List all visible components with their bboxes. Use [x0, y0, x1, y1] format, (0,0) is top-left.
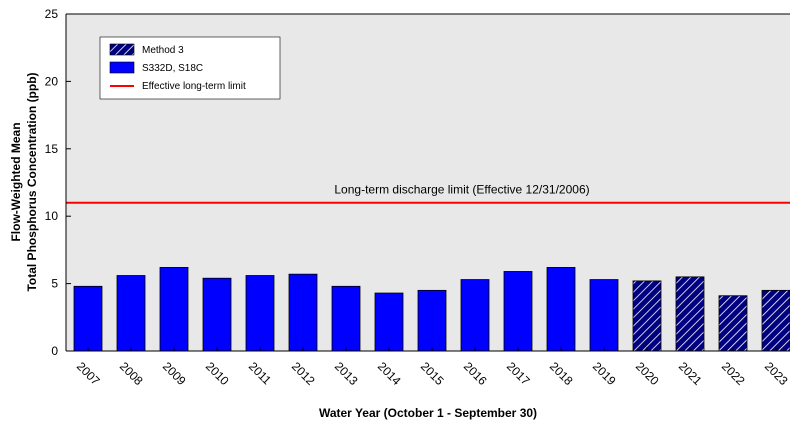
bars-layer — [73, 267, 790, 352]
y-tick-label: 5 — [51, 277, 58, 291]
x-tick-label: 2012 — [289, 359, 318, 388]
x-tick-label: 2022 — [719, 359, 748, 388]
x-tick-label: 2016 — [461, 359, 490, 388]
y-tick-label: 0 — [51, 344, 58, 358]
legend-label-method-3: Method 3 — [142, 45, 184, 56]
legend: Method 3 S332D, S18C Effective long-term… — [99, 36, 281, 100]
bar-2011 — [245, 275, 275, 352]
legend-label-s332d: S332D, S18C — [142, 63, 203, 74]
bar-2016 — [460, 279, 490, 352]
y-axis-title-line2: Total Phosphorus Concentration (ppb) — [25, 72, 39, 291]
bar-2022 — [718, 295, 748, 352]
x-axis-title: Water Year (October 1 - September 30) — [319, 406, 537, 420]
x-tick-label: 2007 — [74, 359, 103, 388]
x-tick-label: 2014 — [375, 359, 404, 388]
bar-2021 — [675, 276, 705, 352]
bar-2013 — [331, 285, 361, 352]
x-tick-label: 2011 — [246, 359, 274, 387]
reference-layer: Long-term discharge limit (Effective 12/… — [66, 183, 790, 204]
bar-2009 — [159, 267, 189, 352]
bar-2019 — [589, 279, 619, 352]
legend-label-limit: Effective long-term limit — [142, 81, 246, 92]
bar-2017 — [503, 271, 533, 352]
y-tick-label: 20 — [45, 74, 59, 88]
bar-2015 — [417, 289, 447, 352]
legend-swatch-method-3 — [109, 43, 135, 56]
x-tick-label: 2021 — [676, 359, 705, 388]
x-tick-label: 2015 — [418, 359, 447, 388]
y-tick-label: 25 — [45, 7, 59, 21]
x-tick-label: 2023 — [762, 359, 790, 388]
reference-annotation: Long-term discharge limit (Effective 12/… — [334, 183, 589, 197]
bar-2012 — [288, 273, 318, 352]
x-tick-label: 2009 — [160, 359, 189, 388]
y-tick-label: 10 — [45, 209, 59, 223]
bar-2010 — [202, 277, 232, 352]
bar-2023 — [761, 289, 790, 352]
y-axis-title-line1: Flow-Weighted Mean — [9, 122, 23, 241]
bar-2018 — [546, 267, 576, 352]
bar-2007 — [73, 285, 103, 352]
y-axis: 0 5 10 15 20 25 — [45, 7, 71, 358]
x-tick-label: 2018 — [547, 359, 576, 388]
x-axis: 2007 2008 2009 2010 2011 2012 2013 2014 2015 2016… — [74, 347, 790, 388]
x-tick-label: 2020 — [633, 359, 662, 388]
x-tick-label: 2013 — [332, 359, 361, 388]
legend-swatch-s332d — [109, 61, 135, 74]
bar-2020 — [632, 280, 662, 352]
x-tick-label: 2017 — [504, 359, 533, 388]
bar-2008 — [116, 275, 146, 352]
x-tick-label: 2010 — [203, 359, 232, 388]
y-tick-label: 15 — [45, 142, 59, 156]
bar-2014 — [374, 292, 404, 352]
x-tick-label: 2019 — [590, 359, 619, 388]
x-tick-label: 2008 — [117, 359, 146, 388]
